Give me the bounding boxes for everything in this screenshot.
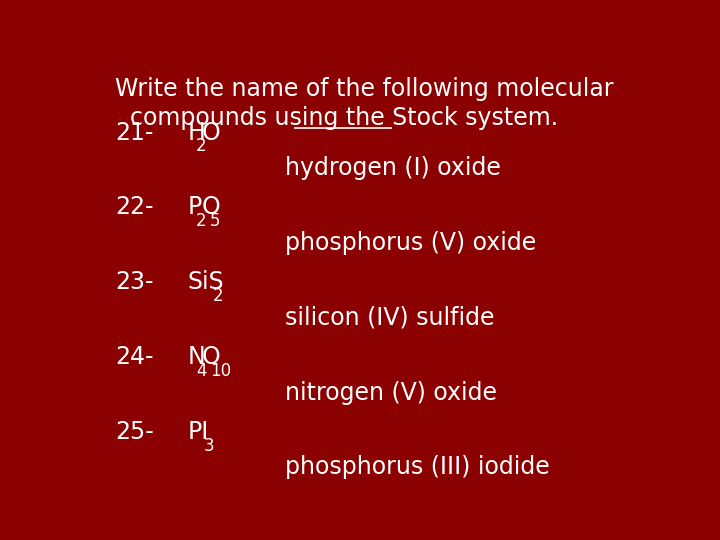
Text: phosphorus (V) oxide: phosphorus (V) oxide [285,231,536,255]
Text: phosphorus (III) iodide: phosphorus (III) iodide [285,455,550,480]
Text: H: H [188,120,205,145]
Text: 5: 5 [210,212,221,230]
Text: 2: 2 [196,137,207,156]
Text: 25-: 25- [115,420,154,444]
Text: PI: PI [188,420,209,444]
Text: 21-: 21- [115,120,153,145]
Text: SiS: SiS [188,271,224,294]
Text: 10: 10 [210,362,231,380]
Text: 4: 4 [196,362,207,380]
Text: 23-: 23- [115,271,153,294]
Text: hydrogen (I) oxide: hydrogen (I) oxide [285,156,501,180]
Text: 2: 2 [196,212,207,230]
Text: N: N [188,345,205,369]
Text: Write the name of the following molecular: Write the name of the following molecula… [115,77,613,102]
Text: P: P [188,195,202,219]
Text: O: O [202,345,221,369]
Text: compounds using the Stock system.: compounds using the Stock system. [115,106,558,130]
Text: 22-: 22- [115,195,153,219]
Text: O: O [202,195,221,219]
Text: O: O [202,120,221,145]
Text: 3: 3 [204,437,215,455]
Text: silicon (IV) sulfide: silicon (IV) sulfide [285,306,495,330]
Text: 24-: 24- [115,345,153,369]
Text: 2: 2 [212,287,223,305]
Text: nitrogen (V) oxide: nitrogen (V) oxide [285,381,498,404]
